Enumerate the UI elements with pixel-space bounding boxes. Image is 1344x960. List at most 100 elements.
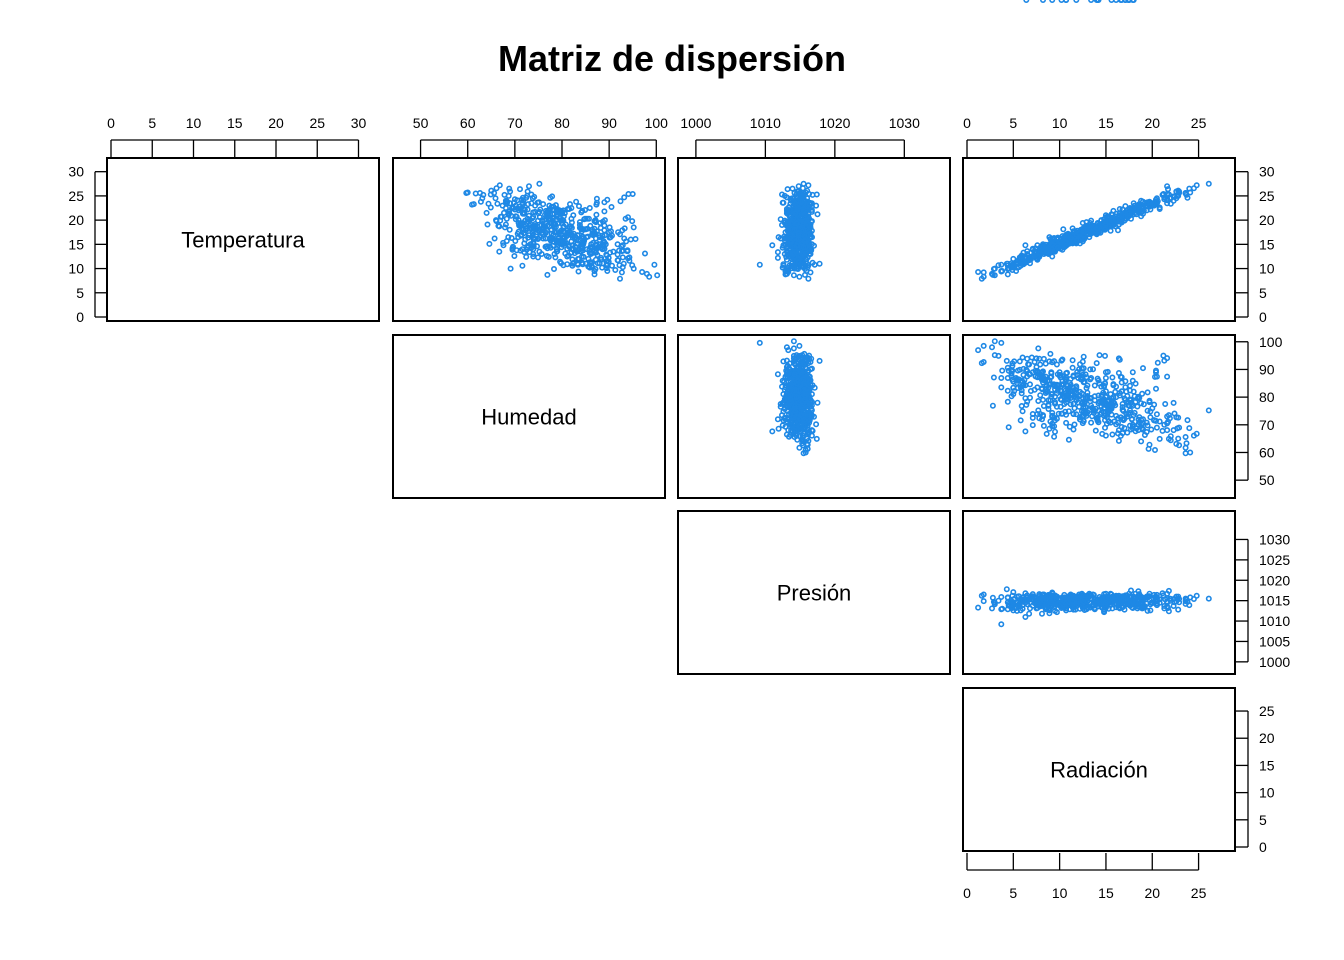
data-point [807, 366, 814, 373]
data-point [538, 251, 545, 258]
data-point [1102, 374, 1109, 381]
data-point [1024, 355, 1031, 362]
data-point [816, 260, 823, 267]
panel-temperatura-humedad [392, 157, 666, 322]
data-point [1081, 400, 1088, 407]
data-point [1073, 396, 1080, 403]
data-point [586, 259, 593, 266]
data-point [608, 204, 615, 211]
data-point [486, 240, 493, 247]
data-point [558, 230, 565, 237]
data-point [799, 402, 806, 409]
data-point [1138, 400, 1145, 407]
data-point [1108, 401, 1115, 408]
data-point [571, 250, 578, 257]
data-point [1147, 414, 1154, 421]
data-point [1093, 360, 1100, 367]
data-point [534, 254, 541, 261]
data-point [570, 259, 577, 266]
panel-temperatura-presion [677, 157, 951, 322]
data-point [1060, 381, 1067, 388]
data-point [619, 264, 626, 271]
data-point [1011, 358, 1018, 365]
data-point [587, 222, 594, 229]
data-point [1004, 364, 1011, 371]
data-point [1110, 382, 1117, 389]
tick-label: 90 [601, 115, 617, 131]
data-point [781, 386, 788, 393]
data-point [790, 214, 797, 221]
data-point [1053, 361, 1060, 368]
data-point [1062, 375, 1069, 382]
variable-label-humedad: Humedad [481, 405, 576, 430]
data-point [1164, 183, 1171, 190]
data-point [1069, 364, 1076, 371]
data-point [601, 208, 608, 215]
data-point [575, 268, 582, 275]
data-point [1166, 415, 1173, 422]
data-point [975, 268, 982, 275]
panel-frame [962, 510, 1236, 675]
data-point [988, 605, 995, 612]
chart-title: Matriz de dispersión [498, 38, 846, 79]
data-point [1023, 253, 1030, 260]
data-point [1088, 222, 1095, 229]
data-point [1183, 440, 1190, 447]
data-point [516, 186, 523, 193]
data-point [1054, 371, 1061, 378]
data-point [1029, 414, 1036, 421]
data-point [1102, 218, 1109, 225]
tick-label: 20 [1259, 212, 1275, 228]
data-point [551, 229, 558, 236]
data-point [1205, 407, 1212, 414]
axis-top-humedad: 50 60 70 80 90 100 [413, 115, 668, 157]
data-point [774, 371, 781, 378]
data-point [1073, 237, 1080, 244]
data-point [1063, 232, 1070, 239]
data-point [1040, 249, 1047, 256]
tick-label: 25 [1191, 115, 1207, 131]
data-point [814, 211, 821, 218]
data-point [1004, 398, 1011, 405]
data-point [784, 407, 791, 414]
data-point [523, 253, 530, 260]
data-point [1102, 369, 1109, 376]
data-point [593, 211, 600, 218]
data-point [502, 197, 509, 204]
data-point [1140, 401, 1147, 408]
data-point [813, 435, 820, 442]
data-point [1003, 357, 1010, 364]
data-point [1205, 180, 1212, 187]
data-point [1152, 446, 1159, 453]
data-point [1004, 265, 1011, 272]
panel-radiacion-radiacion: Radiación [962, 687, 1236, 852]
data-point [1088, 419, 1095, 426]
data-point [1088, 225, 1095, 232]
data-point [1153, 385, 1160, 392]
data-point [494, 200, 501, 207]
data-point [1091, 382, 1098, 389]
data-point [1064, 394, 1071, 401]
data-point [1054, 244, 1061, 251]
data-point [1122, 213, 1129, 220]
data-point [806, 378, 813, 385]
data-point [526, 249, 533, 256]
data-point [980, 342, 987, 349]
data-point [517, 247, 524, 254]
data-point [1039, 376, 1046, 383]
data-point [624, 214, 631, 221]
data-point [1011, 595, 1018, 602]
tick-label: 30 [68, 164, 84, 180]
data-point [1122, 378, 1129, 385]
data-point [1146, 399, 1153, 406]
axis-right-temperatura: 0 5 10 15 20 25 30 [1235, 164, 1275, 325]
data-point [1151, 591, 1158, 598]
data-point [802, 203, 809, 210]
data-point [601, 199, 608, 206]
data-point [797, 261, 804, 268]
data-point [1165, 191, 1172, 198]
tick-label: 1010 [1259, 613, 1290, 629]
tick-label: 25 [309, 115, 325, 131]
tick-label: 1025 [1259, 552, 1290, 568]
